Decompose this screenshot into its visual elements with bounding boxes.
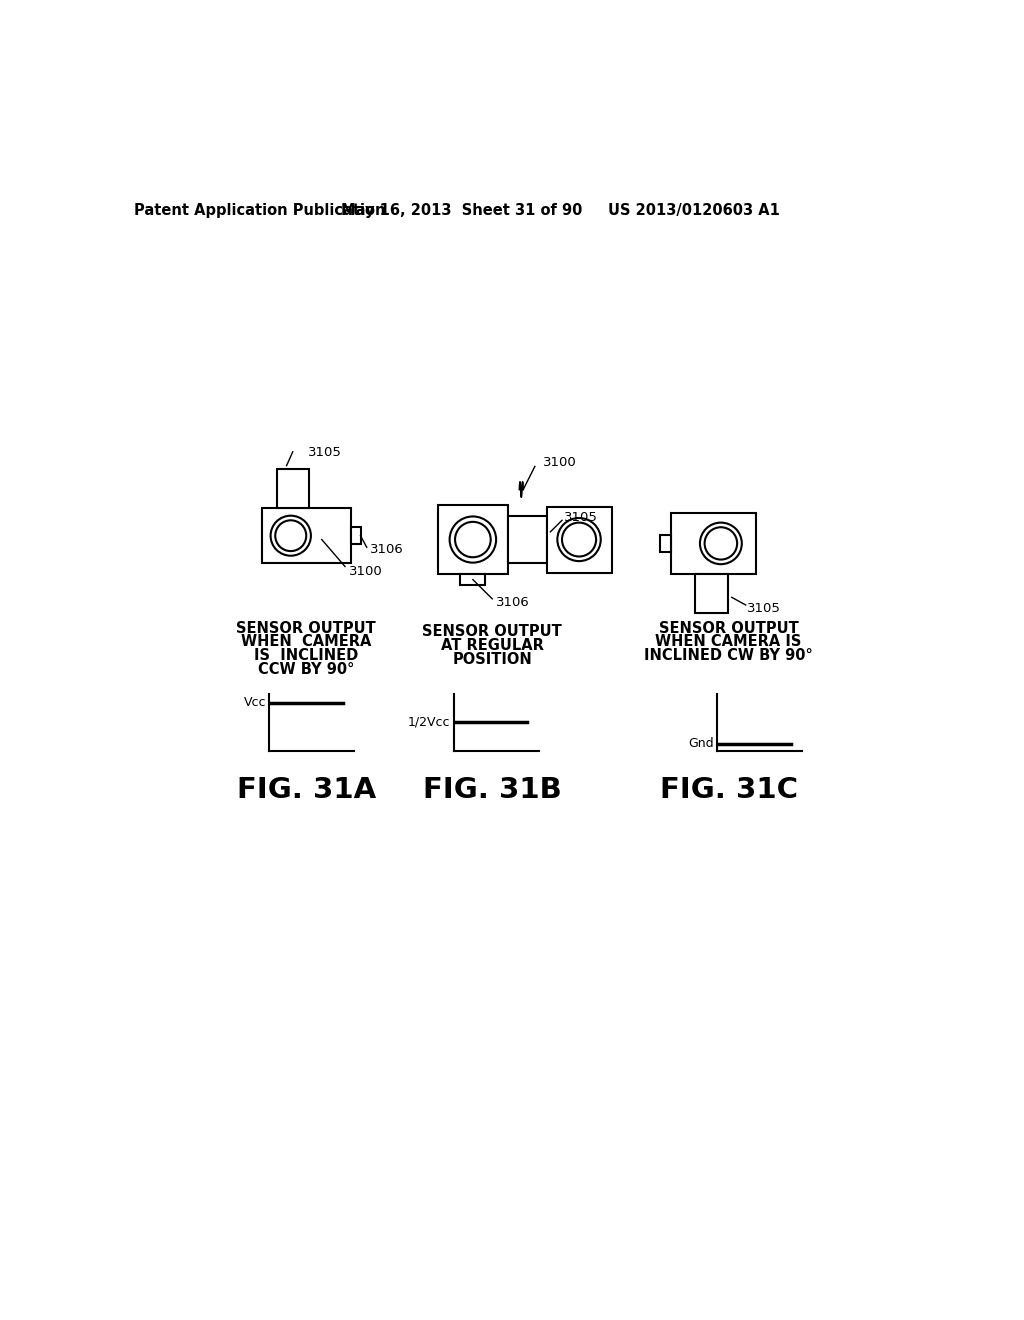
Text: CCW BY 90°: CCW BY 90°	[258, 663, 354, 677]
Text: May 16, 2013  Sheet 31 of 90: May 16, 2013 Sheet 31 of 90	[341, 203, 582, 218]
Text: WHEN CAMERA IS: WHEN CAMERA IS	[655, 635, 802, 649]
Text: 1/2Vcc: 1/2Vcc	[408, 715, 451, 729]
Circle shape	[557, 517, 601, 561]
Text: INCLINED CW BY 90°: INCLINED CW BY 90°	[644, 648, 813, 664]
Circle shape	[455, 521, 490, 557]
Text: 3105: 3105	[563, 511, 597, 524]
Bar	[461, 574, 485, 585]
Bar	[695, 574, 728, 612]
Text: FIG. 31C: FIG. 31C	[659, 776, 798, 804]
Bar	[671, 512, 756, 574]
Text: AT REGULAR: AT REGULAR	[440, 639, 544, 653]
Bar	[438, 506, 508, 574]
Circle shape	[562, 523, 596, 557]
Text: 3100: 3100	[543, 455, 577, 469]
Text: 3105: 3105	[748, 602, 781, 615]
Text: FIG. 31A: FIG. 31A	[237, 776, 376, 804]
Bar	[660, 535, 671, 552]
Text: FIG. 31B: FIG. 31B	[423, 776, 561, 804]
Circle shape	[450, 516, 496, 562]
Circle shape	[270, 516, 311, 556]
Text: 3100: 3100	[349, 565, 383, 578]
Circle shape	[705, 527, 737, 560]
Text: 3105: 3105	[308, 446, 342, 459]
Circle shape	[700, 523, 741, 564]
Text: US 2013/0120603 A1: US 2013/0120603 A1	[608, 203, 779, 218]
Text: 3106: 3106	[370, 543, 403, 556]
Text: SENSOR OUTPUT: SENSOR OUTPUT	[658, 620, 799, 636]
Text: POSITION: POSITION	[453, 652, 532, 667]
Bar	[508, 516, 547, 562]
Text: Gnd: Gnd	[688, 737, 714, 750]
Text: Vcc: Vcc	[244, 696, 266, 709]
Circle shape	[275, 520, 306, 552]
Bar	[351, 527, 360, 544]
Text: IS  INCLINED: IS INCLINED	[254, 648, 358, 664]
Bar	[276, 470, 309, 508]
Text: Patent Application Publication: Patent Application Publication	[134, 203, 385, 218]
Text: SENSOR OUTPUT: SENSOR OUTPUT	[237, 620, 376, 636]
Bar	[547, 507, 612, 573]
Bar	[262, 508, 351, 564]
Text: SENSOR OUTPUT: SENSOR OUTPUT	[422, 624, 562, 639]
Text: 3106: 3106	[496, 597, 529, 610]
Text: WHEN  CAMERA: WHEN CAMERA	[241, 635, 372, 649]
